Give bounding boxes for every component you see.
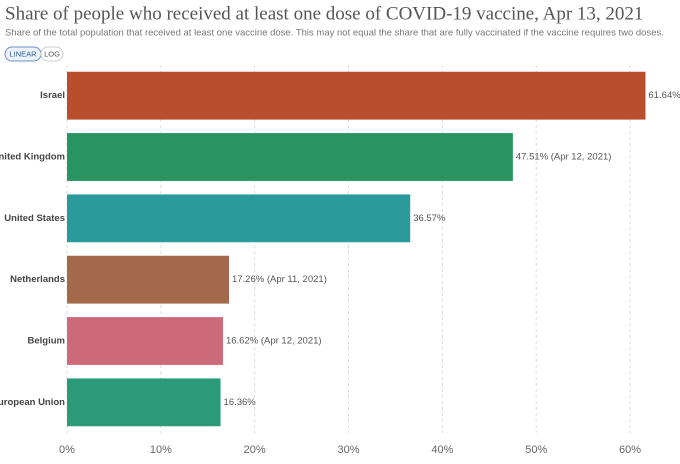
category-label: United States [4,213,65,224]
value-label: 17.26% (Apr 11, 2021) [232,274,327,285]
x-tick-label: 10% [150,444,172,456]
x-tick-label: 0% [59,444,75,456]
x-tick-label: 60% [619,444,641,456]
category-label: United Kingdom [0,152,65,163]
bar [67,378,221,427]
value-label: 47.51% (Apr 12, 2021) [516,152,612,163]
chart-subtitle: Share of the total population that recei… [5,28,664,39]
bar [67,317,223,365]
x-tick-label: 50% [525,444,547,456]
bar [67,71,646,120]
log-button[interactable]: LOG [40,46,64,62]
category-label: Israel [40,90,65,101]
value-label: 16.62% (Apr 12, 2021) [226,336,322,347]
category-label: European Union [0,397,65,408]
button-bg [40,46,64,62]
bar [67,194,411,243]
category-label: Netherlands [10,274,65,285]
chart-title: Share of people who received at least on… [5,3,643,24]
value-label: 16.36% [224,397,257,408]
value-label: 61.64% [648,90,680,101]
value-label: 36.57% [413,213,446,224]
category-label: Belgium [28,336,65,347]
button-label: LOG [44,49,60,58]
x-tick-label: 20% [244,444,266,456]
linear-button[interactable]: LINEAR [4,46,42,62]
x-tick-label: 40% [431,444,453,456]
bar [67,255,229,304]
button-label: LINEAR [9,49,37,58]
x-tick-label: 30% [338,444,360,456]
bar [67,133,513,181]
